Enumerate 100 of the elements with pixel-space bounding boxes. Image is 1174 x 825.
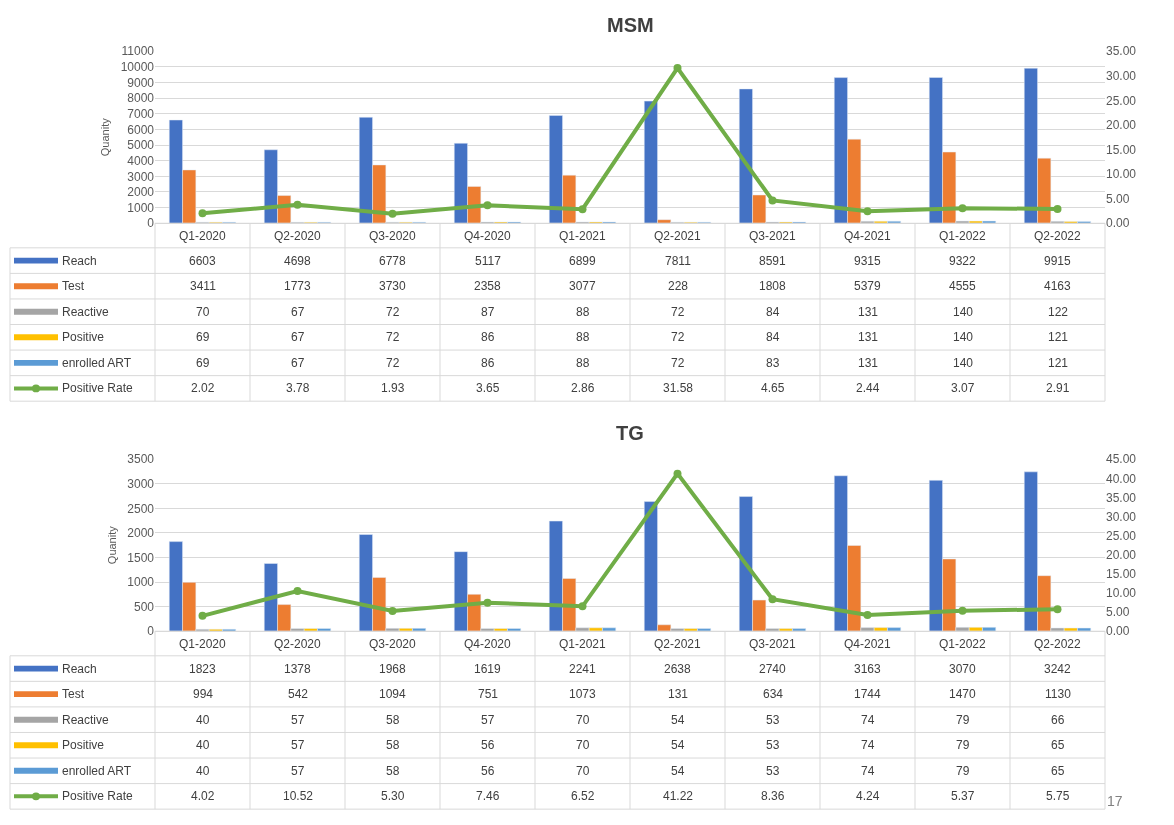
data-label: 58 (386, 713, 400, 727)
data-label: 542 (288, 687, 309, 701)
data-label: 5117 (475, 254, 502, 268)
data-label: 56 (481, 764, 495, 778)
data-label: 79 (956, 764, 970, 778)
data-label: 88 (576, 305, 590, 319)
data-label: 1073 (569, 687, 597, 701)
y-tick-label: 8000 (127, 91, 155, 106)
y-tick-label: 1000 (127, 200, 155, 215)
data-label: 87 (481, 305, 495, 319)
legend-label: Reactive (62, 713, 110, 727)
data-label: 4.02 (191, 789, 215, 803)
x-tick-label: Q4-2021 (844, 229, 892, 243)
data-label: 5.75 (1046, 789, 1070, 803)
x-tick-label: Q1-2022 (939, 637, 987, 651)
data-label: 121 (1048, 356, 1069, 370)
data-label: 67 (291, 330, 305, 344)
data-label: 72 (386, 305, 400, 319)
data-label: 2.91 (1046, 381, 1070, 395)
data-label: 70 (196, 305, 210, 319)
legend-label: Positive Rate (62, 789, 134, 803)
data-label: 3242 (1044, 662, 1072, 676)
y2-tick-label: 30.00 (1106, 509, 1137, 524)
y2-tick-label: 5.00 (1106, 605, 1130, 620)
y-tick-label: 10000 (120, 60, 155, 75)
y2-tick-label: 10.00 (1106, 167, 1137, 182)
data-label: 70 (576, 713, 590, 727)
data-label: 2638 (664, 662, 692, 676)
data-label: 7.46 (476, 789, 500, 803)
data-label: 1470 (949, 687, 977, 701)
y2-tick-label: 5.00 (1106, 191, 1130, 206)
data-label: 4163 (1044, 279, 1072, 293)
x-tick-label: Q1-2020 (179, 637, 227, 651)
data-label: 58 (386, 738, 400, 752)
y2-tick-label: 40.00 (1106, 471, 1137, 486)
data-label: 86 (481, 356, 495, 370)
y2-tick-label: 30.00 (1106, 69, 1137, 84)
data-label: 69 (196, 330, 210, 344)
y2-tick-label: 15.00 (1106, 142, 1137, 157)
data-label: 131 (668, 687, 689, 701)
data-label: 67 (291, 356, 305, 370)
x-tick-label: Q3-2021 (749, 229, 797, 243)
data-label: 69 (196, 356, 210, 370)
data-label: 57 (291, 738, 305, 752)
data-label: 70 (576, 764, 590, 778)
data-label: 57 (481, 713, 495, 727)
data-label: 131 (858, 330, 879, 344)
data-label: 9915 (1044, 254, 1072, 268)
data-label: 84 (766, 305, 780, 319)
y2-tick-label: 35.00 (1106, 44, 1137, 59)
data-label: 140 (953, 330, 974, 344)
y-tick-label: 2500 (127, 501, 155, 516)
y-axis-title: Quanity (105, 525, 118, 565)
data-label: 9315 (854, 254, 882, 268)
data-label: 121 (1048, 330, 1069, 344)
data-label: 53 (766, 738, 780, 752)
data-label: 8591 (759, 254, 787, 268)
y2-tick-label: 10.00 (1106, 586, 1137, 601)
data-label: 2358 (474, 279, 502, 293)
legend-label: enrolled ART (62, 356, 132, 370)
data-label: 3.78 (286, 381, 310, 395)
data-label: 83 (766, 356, 780, 370)
y-tick-label: 5000 (127, 138, 155, 153)
data-label: 131 (858, 356, 879, 370)
legend-label: Test (62, 279, 85, 293)
y-tick-label: 1000 (127, 575, 155, 590)
data-label: 67 (291, 305, 305, 319)
legend-label: Positive Rate (62, 381, 134, 395)
y2-tick-label: 0.00 (1106, 216, 1130, 231)
y2-tick-label: 35.00 (1106, 490, 1137, 505)
data-label: 6.52 (571, 789, 595, 803)
x-tick-label: Q1-2022 (939, 229, 987, 243)
data-label: 2.02 (191, 381, 215, 395)
data-label: 751 (478, 687, 499, 701)
x-tick-label: Q4-2020 (464, 229, 512, 243)
data-label: 140 (953, 356, 974, 370)
data-label: 1773 (284, 279, 312, 293)
data-label: 1130 (1045, 687, 1072, 701)
data-label: 58 (386, 764, 400, 778)
data-label: 2.44 (856, 381, 880, 395)
data-label: 31.58 (663, 381, 694, 395)
x-tick-label: Q4-2020 (464, 637, 512, 651)
data-label: 40 (196, 764, 210, 778)
data-label: 54 (671, 764, 685, 778)
x-tick-label: Q4-2021 (844, 637, 892, 651)
data-label: 4.65 (761, 381, 785, 395)
y-tick-label: 500 (133, 599, 155, 614)
data-label: 3163 (854, 662, 882, 676)
data-label: 40 (196, 738, 210, 752)
data-label: 6778 (379, 254, 407, 268)
data-label: 84 (766, 330, 780, 344)
data-label: 57 (291, 764, 305, 778)
x-tick-label: Q2-2020 (274, 637, 322, 651)
data-label: 5379 (854, 279, 882, 293)
y-tick-label: 9000 (127, 75, 155, 90)
y2-tick-label: 25.00 (1106, 528, 1137, 543)
x-tick-label: Q1-2021 (559, 229, 607, 243)
y2-tick-label: 15.00 (1106, 567, 1137, 582)
x-tick-label: Q1-2021 (559, 637, 607, 651)
legend-label: Reactive (62, 305, 110, 319)
